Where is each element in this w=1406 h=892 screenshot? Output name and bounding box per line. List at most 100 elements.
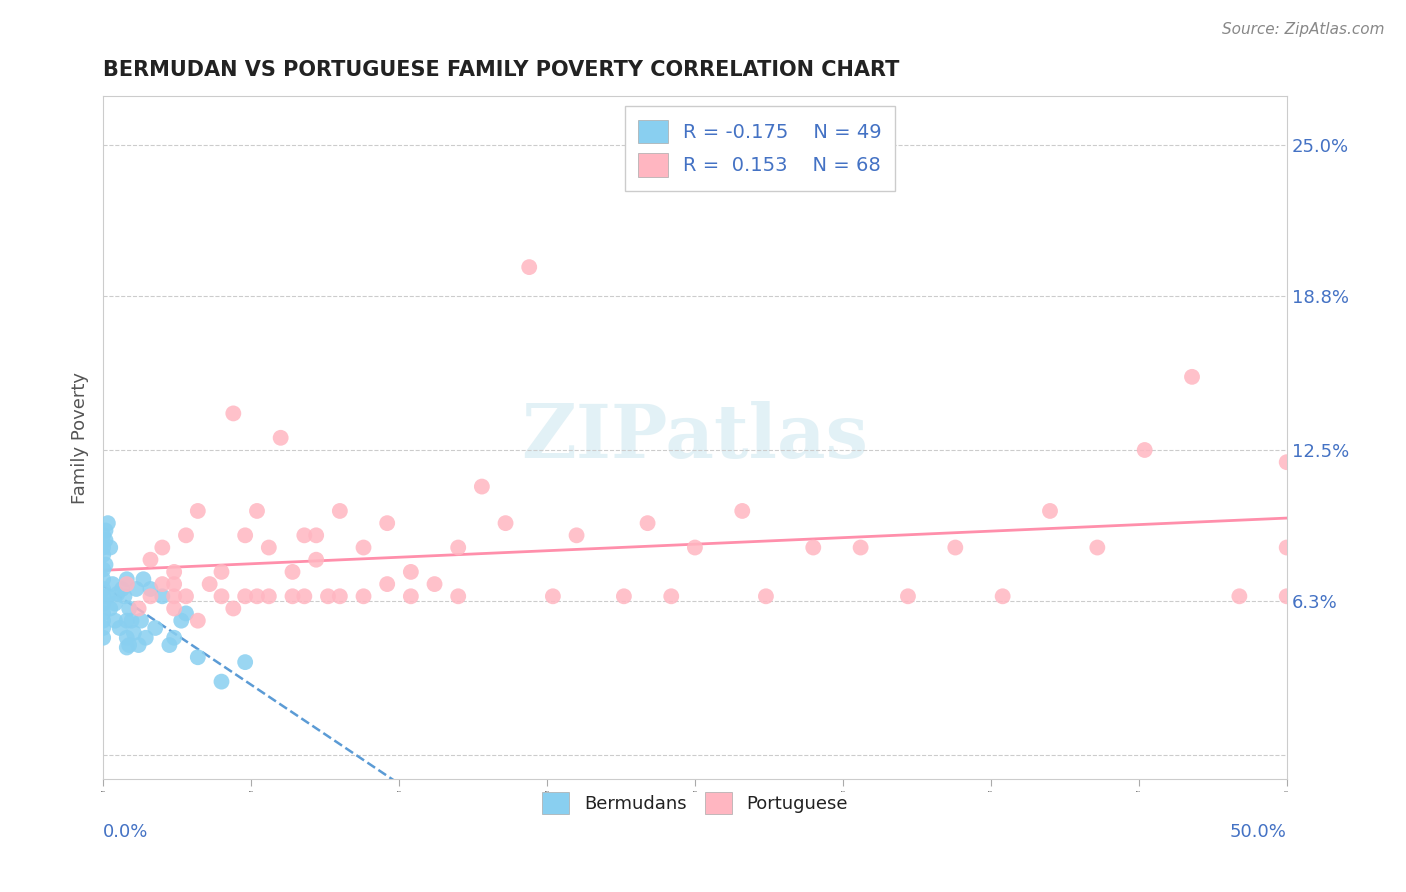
Point (150, 577, 173, 591)
Point (292, 589, 315, 603)
Point (471, 479, 494, 493)
Point (187, 650, 209, 665)
Point (139, 582, 162, 596)
Point (565, 528, 588, 542)
Point (150, 541, 173, 555)
Point (170, 614, 193, 628)
Point (613, 589, 636, 603)
Point (91, 621, 114, 635)
Point (187, 504, 209, 518)
Point (114, 589, 136, 603)
Point (329, 504, 352, 518)
Point (97, 516, 120, 530)
Point (1181, 369, 1204, 384)
Point (281, 589, 304, 603)
Point (198, 577, 221, 591)
Point (91, 607, 114, 621)
Point (163, 631, 186, 645)
Point (98, 601, 121, 615)
Point (329, 589, 352, 603)
Point (305, 552, 328, 566)
Point (91, 528, 114, 542)
Point (211, 565, 233, 579)
Point (1227, 589, 1250, 603)
Point (246, 589, 269, 603)
Point (98, 541, 121, 555)
Point (1275, 455, 1298, 469)
Point (423, 577, 446, 591)
Point (91, 548, 114, 562)
Point (1039, 504, 1062, 518)
Point (94, 558, 117, 572)
Point (132, 572, 155, 586)
Point (129, 614, 152, 628)
Point (121, 614, 143, 628)
Point (125, 582, 148, 596)
Point (91, 541, 114, 555)
Point (115, 631, 138, 645)
Point (292, 528, 315, 542)
Point (135, 631, 157, 645)
Point (1133, 442, 1156, 457)
Point (233, 655, 256, 669)
Point (233, 528, 256, 542)
Point (659, 589, 682, 603)
Point (1085, 541, 1108, 555)
Point (1275, 589, 1298, 603)
Legend: Bermudans, Portuguese: Bermudans, Portuguese (536, 785, 855, 822)
Point (801, 541, 824, 555)
Point (305, 528, 328, 542)
Point (187, 614, 209, 628)
Point (541, 589, 564, 603)
Point (91, 597, 114, 611)
Point (257, 541, 280, 555)
Text: 0.0%: 0.0% (103, 823, 149, 841)
Point (139, 552, 162, 566)
Point (270, 431, 292, 445)
Point (849, 541, 872, 555)
Point (174, 589, 197, 603)
Point (150, 589, 173, 603)
Point (897, 589, 920, 603)
Point (174, 528, 197, 542)
Point (447, 589, 470, 603)
Point (105, 587, 128, 601)
Point (115, 640, 138, 655)
Point (97, 589, 120, 603)
Point (91, 562, 114, 576)
Point (316, 589, 339, 603)
Point (447, 541, 470, 555)
Point (115, 572, 138, 586)
Point (104, 597, 127, 611)
Point (683, 541, 706, 555)
Point (91, 572, 114, 586)
Point (91, 614, 114, 628)
Text: ZIPatlas: ZIPatlas (522, 401, 869, 475)
Point (157, 638, 180, 652)
Point (991, 589, 1014, 603)
Point (163, 589, 186, 603)
Point (128, 601, 150, 615)
Point (353, 589, 375, 603)
Point (375, 516, 398, 530)
Text: 50.0%: 50.0% (1230, 823, 1286, 841)
Point (637, 516, 659, 530)
Point (118, 638, 141, 652)
Point (281, 565, 304, 579)
Point (211, 674, 233, 689)
Point (115, 577, 138, 591)
Point (731, 504, 754, 518)
Point (375, 577, 398, 591)
Point (755, 589, 778, 603)
Point (246, 504, 269, 518)
Point (128, 638, 150, 652)
Point (174, 607, 197, 621)
Point (163, 601, 186, 615)
Point (139, 589, 162, 603)
Point (353, 541, 375, 555)
Point (91, 582, 114, 596)
Point (517, 260, 540, 274)
Point (399, 565, 422, 579)
Text: BERMUDAN VS PORTUGUESE FAMILY POVERTY CORRELATION CHART: BERMUDAN VS PORTUGUESE FAMILY POVERTY CO… (103, 60, 900, 79)
Point (495, 516, 517, 530)
